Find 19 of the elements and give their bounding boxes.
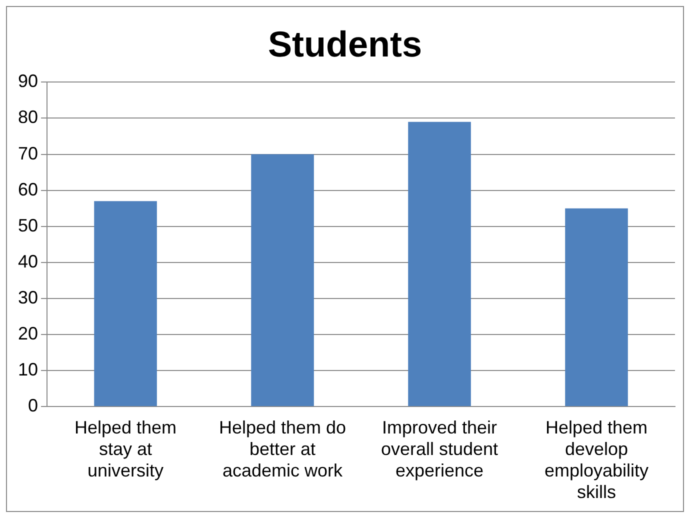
y-tick-label: 90 bbox=[18, 71, 38, 92]
y-tick-label: 60 bbox=[18, 179, 38, 200]
bar bbox=[94, 201, 157, 406]
y-tick-label: 20 bbox=[18, 323, 38, 344]
y-tick-label: 10 bbox=[18, 360, 38, 380]
bar bbox=[251, 154, 314, 406]
y-tick-label: 80 bbox=[18, 107, 38, 128]
bar bbox=[565, 208, 628, 406]
y-tick-label: 40 bbox=[18, 251, 38, 272]
x-tick-label: Helped them develop employability skills bbox=[544, 417, 649, 502]
x-tick-label: Helped them do better at academic work bbox=[218, 417, 346, 481]
x-tick-label: Improved their overall student experience bbox=[380, 417, 498, 481]
y-tick-label: 70 bbox=[18, 143, 38, 164]
y-tick-label: 50 bbox=[18, 215, 38, 236]
chart-title: Students bbox=[268, 24, 422, 65]
y-tick-label: 30 bbox=[18, 287, 38, 308]
bar bbox=[408, 122, 471, 406]
y-tick-label: 0 bbox=[28, 396, 38, 416]
x-tick-label: Helped them stay at university bbox=[74, 417, 177, 481]
